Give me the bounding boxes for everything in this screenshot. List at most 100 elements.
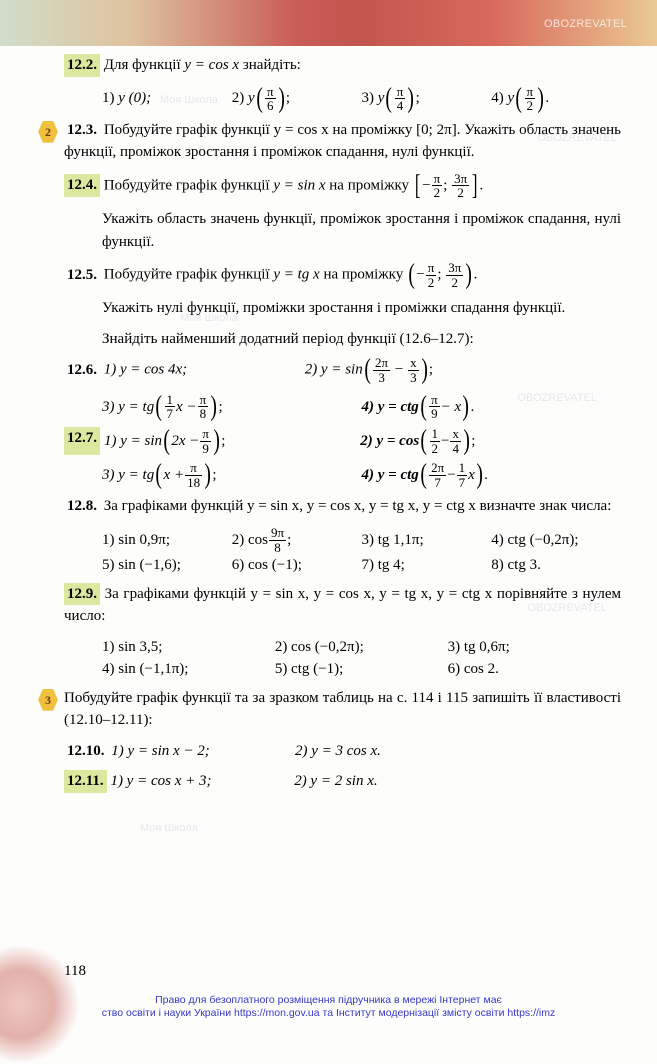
frac-num: 1 [457, 461, 468, 476]
math-expr: y = sin x [273, 177, 325, 193]
frac-num: π [265, 85, 276, 100]
option: 6) cos (−1); [232, 554, 362, 577]
section-text: Побудуйте графік функції та за зразком т… [64, 690, 621, 729]
option: 4) sin (−1,1π); [102, 658, 275, 681]
option-4: 4) y = ctg(π9 − x). [362, 393, 622, 421]
frac-den: 7 [457, 476, 468, 490]
problem-label: 12.8. [64, 495, 100, 518]
opt-pre: 2) y = cos [360, 430, 419, 453]
frac-num: π [432, 172, 443, 187]
problem-12-11: 12.11. 1) y = cos x + 3; 2) y = 2 sin x. [64, 770, 621, 793]
option: 1) y = cos x + 3; [110, 770, 290, 793]
problem-label: 12.5. [64, 264, 100, 287]
opt-mid: 2x − [171, 430, 199, 453]
options-row: 3) y = tg(17 x − π8); 4) y = ctg(π9 − x)… [64, 393, 621, 421]
options-row: 1) sin 0,9π; 2) cos 9π8; 3) tg 1,1π; 4) … [64, 526, 621, 577]
opt-suf: . [545, 87, 549, 110]
option: 5) sin (−1,6); [102, 554, 232, 577]
opt-pre: 1) y = sin [104, 430, 162, 453]
opt-mid: − x [441, 396, 462, 419]
problem-label: 12.9. [64, 583, 100, 606]
frac-num: 2π [429, 461, 446, 476]
problem-text: Для функції [104, 57, 185, 73]
opt-pre: 2) y = sin [305, 362, 363, 378]
option-4: 4) y = ctg(2π7 − 17 x). [362, 461, 622, 489]
frac-den: 6 [265, 99, 276, 113]
opt-suf: ; [286, 87, 290, 110]
opt-pre: 4) y = ctg [362, 464, 419, 487]
frac-num: π [185, 461, 202, 476]
page-content: 12.2. Для функції y = cos x знайдіть: 1)… [64, 54, 621, 974]
option: 2) cos (−0,2π); [275, 636, 448, 659]
option: 2) y = 2 sin x. [294, 773, 377, 789]
opt-pre: y [378, 87, 385, 110]
frac-den: 18 [185, 476, 202, 490]
section-heading-2: 3 Побудуйте графік функції та за зразком… [64, 687, 621, 732]
option: 1) sin 0,9π; [102, 526, 232, 554]
option: 1) y = sin x − 2; [111, 740, 291, 763]
problem-text: Побудуйте графік функції y = cos x на пр… [64, 122, 621, 161]
frac-num: 1 [165, 393, 176, 408]
option: 5) ctg (−1); [275, 658, 448, 681]
frac-den: 9 [200, 442, 211, 456]
frac-den: 2 [525, 99, 536, 113]
frac-den: 8 [269, 541, 286, 555]
option: 7) tg 4; [362, 554, 492, 577]
option-3: 3) y = tg(x + π18); [102, 461, 362, 489]
problem-text: Побудуйте графік функції [104, 267, 274, 283]
frac-den: 4 [450, 442, 461, 456]
problem-label: 12.6. [64, 359, 100, 382]
problem-12-9: 12.9. За графіками функцій y = sin x, y … [64, 583, 621, 628]
problem-text: знайдіть: [239, 57, 301, 73]
option-1: 1) y (0); [102, 85, 232, 113]
opt-pre: 2) cos [232, 529, 268, 552]
opt: 1) y = cos 4x; [104, 362, 187, 378]
option: 8) ctg 3. [491, 554, 621, 577]
frac-den: 3 [373, 371, 390, 385]
frac-den: 4 [395, 99, 406, 113]
opt-mid: − [441, 430, 449, 453]
problem-12-8: 12.8. За графіками функцій y = sin x, y … [64, 495, 621, 518]
opt-mid: x + [164, 464, 185, 487]
frac-num: 9π [269, 526, 286, 541]
problem-text: на проміжку [326, 177, 413, 193]
opt-expr: y (0); [118, 87, 151, 110]
frac-num: π [525, 85, 536, 100]
option-3: 3) y(π4); [362, 85, 492, 113]
problem-label: 12.7. [64, 427, 100, 455]
option: 1) sin 3,5; [102, 636, 275, 659]
math-expr: y = cos x [184, 57, 239, 73]
opt-mid: − [391, 362, 407, 378]
math-expr: y = tg x [273, 267, 319, 283]
opt-num: 4) [491, 87, 504, 110]
options-row: 1) y (0); 2) y(π6); 3) y(π4); 4) y(π2). [64, 85, 621, 113]
footer-line-2: ство освіти і науки України https://mon.… [0, 1007, 657, 1020]
opt-mid: x − [176, 396, 197, 419]
option-3: 3) y = tg(17 x − π8); [102, 393, 362, 421]
problem-text: на проміжку [320, 267, 407, 283]
opt-num: 2) [232, 87, 245, 110]
option-1: 1) y = sin(2x − π9); [104, 427, 360, 455]
frac-num: 3π [446, 261, 463, 276]
frac-den: 2 [430, 442, 441, 456]
problem-12-3: 2 12.3. Побудуйте графік функції y = cos… [64, 119, 621, 164]
option: 2) y = 3 cos x. [295, 743, 381, 759]
frac-den: 8 [198, 407, 209, 421]
frac-num: 3π [452, 172, 469, 187]
section-heading: Знайдіть найменший додатний період функц… [102, 328, 621, 351]
opt-suf: . [471, 396, 475, 419]
problem-text: За графіками функцій y = sin x, y = cos … [104, 498, 612, 514]
option: 2) cos 9π8; [232, 526, 362, 554]
problem-label: 12.4. [64, 174, 100, 197]
option-2: 2) y = cos(12 − x4); [360, 427, 475, 455]
opt-suf: ; [416, 87, 420, 110]
problem-cont: Укажіть область значень функції, проміжо… [64, 208, 621, 253]
frac-num: x [450, 427, 461, 442]
frac-num: π [395, 85, 406, 100]
page-number: 118 [64, 960, 86, 983]
footer: Право для безоплатного розміщення підруч… [0, 994, 657, 1020]
footer-line-1: Право для безоплатного розміщення підруч… [0, 994, 657, 1007]
frac-num: 1 [430, 427, 441, 442]
problem-label: 12.2. [64, 54, 100, 77]
frac-num: x [408, 356, 419, 371]
